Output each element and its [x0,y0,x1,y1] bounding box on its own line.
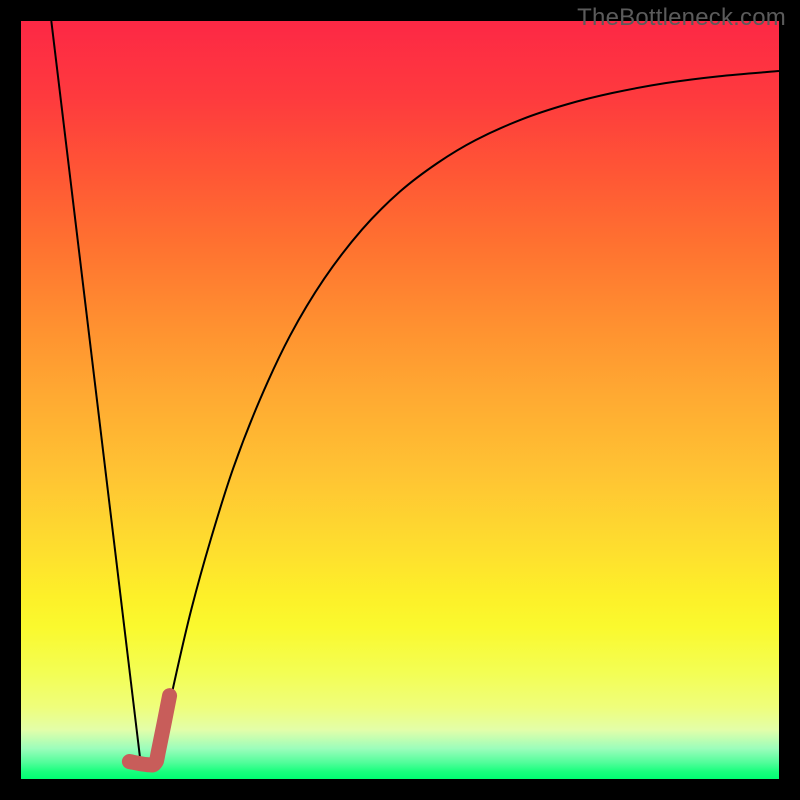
watermark-text: TheBottleneck.com [577,4,786,32]
chart-container: TheBottleneck.com [0,0,800,800]
bottleneck-chart [0,0,800,800]
gradient-background [21,21,779,779]
